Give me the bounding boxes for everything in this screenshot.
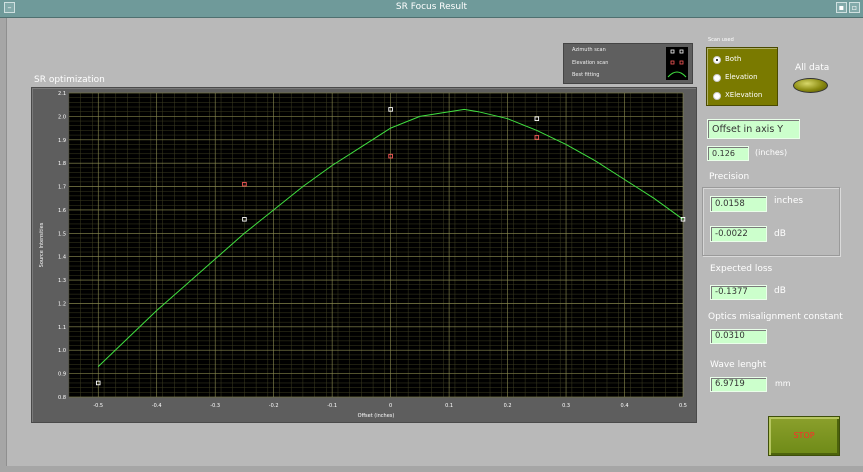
radio-both-label: Both: [725, 55, 742, 63]
x-tick-label: -0.3: [210, 403, 220, 409]
legend-elevation-marker-2: [679, 60, 684, 65]
radio-xelevation-label: XElevation: [725, 91, 763, 99]
plot-title: SR optimization: [34, 75, 105, 85]
plot-area: [69, 93, 683, 397]
x-tick-label: 0.3: [562, 403, 570, 409]
minimize-button[interactable]: ▪: [836, 2, 847, 13]
optics-label: Optics misalignment constant: [708, 312, 843, 322]
y-tick-label: 1.5: [58, 231, 66, 237]
y-axis-label: Source Intensities: [39, 222, 45, 267]
radio-both[interactable]: [713, 56, 721, 64]
y-tick-label: 1.8: [58, 161, 66, 167]
legend-azimuth-marker: [670, 49, 675, 54]
legend-fit-swatch: [667, 71, 687, 78]
elevation-point: [534, 135, 540, 140]
x-tick-label: -0.2: [269, 403, 279, 409]
y-tick-label: 1.7: [58, 185, 66, 191]
y-tick-label: 0.8: [58, 395, 66, 401]
azimuth-point: [388, 107, 393, 112]
x-tick-label: -0.5: [93, 403, 103, 409]
y-tick-label: 1.2: [58, 301, 66, 307]
legend-azimuth-label: Azimuth scan: [572, 47, 606, 53]
x-axis-label: Offset (inches): [358, 413, 395, 419]
precision-inches-unit: inches: [774, 196, 804, 206]
legend-swatches: [666, 47, 688, 80]
y-tick-label: 1.9: [58, 138, 66, 144]
x-tick-label: 0.4: [621, 403, 629, 409]
maximize-button[interactable]: ▫: [849, 2, 860, 13]
x-tick-label: -0.1: [327, 403, 337, 409]
legend-azimuth-marker-2: [679, 49, 684, 54]
scan-used-label: Scan used: [708, 37, 734, 43]
x-tick-label: -0.4: [152, 403, 162, 409]
precision-group: [702, 187, 840, 256]
elevation-point: [388, 153, 393, 159]
legend-elevation-label: Elevation scan: [572, 60, 609, 66]
wave-value: 6.9719: [710, 377, 767, 392]
radio-elevation[interactable]: [713, 74, 721, 82]
azimuth-point: [680, 217, 686, 222]
x-tick-label: 0: [389, 403, 392, 409]
window-left-edge: [0, 18, 7, 472]
expected-loss-label: Expected loss: [710, 264, 773, 274]
plot-legend: Azimuth scan Elevation scan Best fitting: [563, 43, 693, 84]
x-tick-label: 0.5: [679, 403, 687, 409]
all-data-button[interactable]: [793, 78, 828, 93]
y-tick-label: 0.9: [58, 372, 66, 378]
optics-value: 0.0310: [710, 329, 767, 344]
azimuth-point: [534, 116, 540, 121]
legend-elevation-marker: [670, 60, 675, 65]
offset-y-value: 0.126: [707, 146, 749, 161]
x-tick-label: 0.2: [504, 403, 512, 409]
precision-inches-value: 0.0158: [710, 196, 767, 212]
expected-loss-unit: dB: [774, 286, 786, 296]
title-bar: – SR Focus Result ▪ ▫: [0, 0, 863, 18]
window-bottom-edge: [0, 466, 863, 472]
azimuth-point: [95, 380, 101, 386]
best-fitting-line: [97, 108, 684, 367]
offset-y-title: Offset in axis Y: [707, 119, 800, 139]
precision-label: Precision: [709, 172, 750, 182]
precision-db-unit: dB: [774, 229, 786, 239]
x-tick-label: 0.1: [445, 403, 453, 409]
scan-used-panel: Both Elevation XElevation: [706, 47, 778, 106]
offset-y-unit: (inches): [755, 148, 788, 157]
expected-loss-value: -0.1377: [710, 285, 767, 300]
y-tick-label: 2.1: [58, 91, 66, 97]
y-tick-label: 1.0: [58, 348, 66, 354]
y-tick-label: 2.0: [58, 114, 66, 120]
y-tick-label: 1.3: [58, 278, 66, 284]
sr-optimization-chart: -0.5 -0.4 -0.3 -0.2 -0.1 0 0.1 0.2 0.3 0.4 0.5 0.8…: [39, 91, 687, 419]
y-tick-label: 1.6: [58, 208, 66, 214]
radio-elevation-label: Elevation: [725, 73, 758, 81]
y-tick-label: 1.4: [58, 255, 66, 261]
elevation-point: [242, 181, 247, 187]
plot-frame: -0.5 -0.4 -0.3 -0.2 -0.1 0 0.1 0.2 0.3 0.4 0.5 0.8…: [31, 87, 697, 423]
stop-button[interactable]: STOP: [768, 416, 840, 456]
precision-db-value: -0.0022: [710, 226, 767, 242]
radio-xelevation[interactable]: [713, 92, 721, 100]
wave-label: Wave lenght: [710, 360, 767, 370]
window-menu-button[interactable]: –: [4, 2, 15, 13]
y-tick-label: 1.1: [58, 325, 66, 331]
wave-unit: mm: [775, 379, 791, 388]
azimuth-point: [242, 217, 247, 222]
legend-fit-label: Best fitting: [572, 72, 600, 78]
all-data-label: All data: [795, 63, 830, 73]
window-title: SR Focus Result: [395, 2, 468, 12]
